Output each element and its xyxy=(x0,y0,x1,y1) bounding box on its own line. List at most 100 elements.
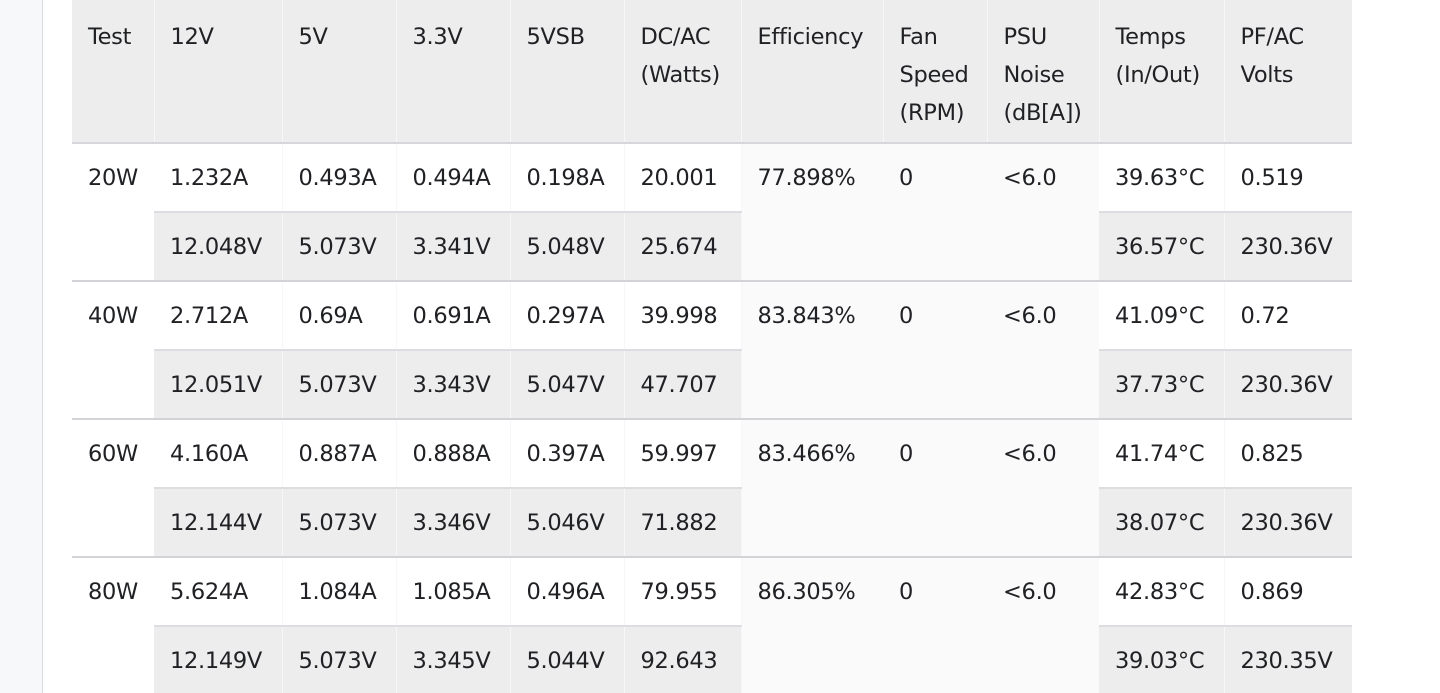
ac-watts-cell: 47.707 xyxy=(624,350,742,420)
column-header-temps-line: (In/Out) xyxy=(1115,62,1201,88)
column-header-v5: 5V xyxy=(282,0,397,144)
temp-out-cell: 38.07°C xyxy=(1099,488,1225,558)
ac-watts-cell: 25.674 xyxy=(624,212,742,282)
dc-watts-cell: 39.998 xyxy=(624,281,742,351)
rail-current-cell: 1.084A xyxy=(282,557,397,627)
column-header-fan-line: (RPM) xyxy=(899,100,965,126)
test-load-cell: 80W xyxy=(72,557,154,693)
temp-out-cell: 39.03°C xyxy=(1099,626,1225,693)
temp-in-cell: 39.63°C xyxy=(1099,143,1225,213)
rail-voltage-cell: 5.073V xyxy=(282,212,397,282)
fan-speed-cell: 0 xyxy=(883,419,987,558)
temp-out-cell: 36.57°C xyxy=(1099,212,1225,282)
psu-noise-cell: <6.0 xyxy=(987,281,1099,420)
test-load-cell: 20W xyxy=(72,143,154,282)
column-header-pfac: PF/AC Volts xyxy=(1224,0,1352,144)
rail-current-cell: 0.887A xyxy=(282,419,397,489)
column-header-v33: 3.3V xyxy=(396,0,511,144)
rail-voltage-cell: 5.047V xyxy=(510,350,625,420)
rail-current-cell: 0.297A xyxy=(510,281,625,351)
table-row: 80W 5.624A 1.084A 1.085A 0.496A 79.955 86.305%… xyxy=(72,557,1352,693)
column-header-fan: Fan Speed (RPM) xyxy=(883,0,988,144)
fan-speed-cell: 0 xyxy=(883,557,987,693)
efficiency-cell: 83.466% xyxy=(741,419,883,558)
power-factor-cell: 0.825 xyxy=(1224,419,1352,489)
ac-watts-cell: 71.882 xyxy=(624,488,742,558)
column-header-v5-line: 5V xyxy=(298,24,328,50)
rail-voltage-cell: 12.051V xyxy=(154,350,283,420)
column-header-temps-line: Temps xyxy=(1115,24,1186,50)
psu-noise-cell: <6.0 xyxy=(987,419,1099,558)
rail-voltage-cell: 3.346V xyxy=(396,488,511,558)
temp-in-cell: 42.83°C xyxy=(1099,557,1225,627)
table-row: 12.051V 5.073V 3.343V 5.047V 47.707 37.73°C 23… xyxy=(72,350,1352,420)
rail-voltage-cell: 5.073V xyxy=(282,626,397,693)
rail-current-cell: 0.69A xyxy=(282,281,397,351)
rail-current-cell: 0.493A xyxy=(282,143,397,213)
efficiency-cell: 77.898% xyxy=(741,143,883,282)
column-header-v5vsb: 5VSB xyxy=(510,0,625,144)
psu-noise-cell: <6.0 xyxy=(987,143,1099,282)
dc-watts-cell: 20.001 xyxy=(624,143,742,213)
fan-speed-cell: 0 xyxy=(883,143,987,282)
psu-test-results-table: Test 12V 5V 3.3V 5VSB DC/AC (Watts) Efficiency F… xyxy=(72,0,1352,693)
table-body: 20W 1.232A 0.493A 0.494A 0.198A 20.001 77.898%… xyxy=(72,143,1352,693)
dc-watts-cell: 59.997 xyxy=(624,419,742,489)
temp-in-cell: 41.09°C xyxy=(1099,281,1225,351)
rail-current-cell: 0.691A xyxy=(396,281,511,351)
ac-volts-cell: 230.35V xyxy=(1224,626,1352,693)
table-header: Test 12V 5V 3.3V 5VSB DC/AC (Watts) Efficiency F… xyxy=(72,0,1352,144)
ac-volts-cell: 230.36V xyxy=(1224,488,1352,558)
rail-voltage-cell: 12.149V xyxy=(154,626,283,693)
column-header-pfac-line: Volts xyxy=(1240,62,1294,88)
test-load-cell: 40W xyxy=(72,281,154,420)
table-row: 60W 4.160A 0.887A 0.888A 0.397A 59.997 83.466%… xyxy=(72,419,1352,558)
table-row: 12.144V 5.073V 3.346V 5.046V 71.882 38.07°C 23… xyxy=(72,488,1352,558)
rail-current-cell: 0.198A xyxy=(510,143,625,213)
ac-volts-cell: 230.36V xyxy=(1224,350,1352,420)
rail-current-cell: 0.888A xyxy=(396,419,511,489)
temp-out-cell: 37.73°C xyxy=(1099,350,1225,420)
column-header-test-line: Test xyxy=(88,24,132,50)
ac-volts-cell: 230.36V xyxy=(1224,212,1352,282)
column-header-noise-line: PSU xyxy=(1003,24,1048,50)
column-header-noise: PSU Noise (dB[A]) xyxy=(987,0,1100,144)
efficiency-cell: 86.305% xyxy=(741,557,883,693)
column-header-efficiency: Efficiency xyxy=(741,0,884,144)
rail-voltage-cell: 5.073V xyxy=(282,488,397,558)
test-load-cell: 60W xyxy=(72,419,154,558)
column-header-dcac-line: (Watts) xyxy=(640,62,721,88)
psu-noise-cell: <6.0 xyxy=(987,557,1099,693)
column-header-v12-line: 12V xyxy=(170,24,214,50)
column-header-efficiency-line: Efficiency xyxy=(757,24,864,50)
table-row: 12.048V 5.073V 3.341V 5.048V 25.674 36.57°C 23… xyxy=(72,212,1352,282)
rail-current-cell: 4.160A xyxy=(154,419,283,489)
column-header-noise-line: (dB[A]) xyxy=(1003,100,1082,126)
column-header-fan-line: Speed xyxy=(899,62,969,88)
rail-current-cell: 1.232A xyxy=(154,143,283,213)
rail-voltage-cell: 12.144V xyxy=(154,488,283,558)
rail-voltage-cell: 5.046V xyxy=(510,488,625,558)
rail-current-cell: 2.712A xyxy=(154,281,283,351)
rail-current-cell: 0.494A xyxy=(396,143,511,213)
rail-voltage-cell: 3.345V xyxy=(396,626,511,693)
rail-voltage-cell: 5.073V xyxy=(282,350,397,420)
rail-voltage-cell: 12.048V xyxy=(154,212,283,282)
column-header-pfac-line: PF/AC xyxy=(1240,24,1305,50)
efficiency-cell: 83.843% xyxy=(741,281,883,420)
column-header-v5vsb-line: 5VSB xyxy=(526,24,586,50)
column-header-dcac-line: DC/AC xyxy=(640,24,711,50)
rail-voltage-cell: 3.343V xyxy=(396,350,511,420)
power-factor-cell: 0.519 xyxy=(1224,143,1352,213)
column-header-temps: Temps (In/Out) xyxy=(1099,0,1225,144)
column-header-dcac: DC/AC (Watts) xyxy=(624,0,742,144)
temp-in-cell: 41.74°C xyxy=(1099,419,1225,489)
rail-current-cell: 0.397A xyxy=(510,419,625,489)
table-row: 20W 1.232A 0.493A 0.494A 0.198A 20.001 77.898%… xyxy=(72,143,1352,282)
column-header-fan-line: Fan xyxy=(899,24,938,50)
rail-voltage-cell: 5.048V xyxy=(510,212,625,282)
table-row: 40W 2.712A 0.69A 0.691A 0.297A 39.998 83.843% 0… xyxy=(72,281,1352,420)
column-header-v33-line: 3.3V xyxy=(412,24,463,50)
column-header-noise-line: Noise xyxy=(1003,62,1065,88)
